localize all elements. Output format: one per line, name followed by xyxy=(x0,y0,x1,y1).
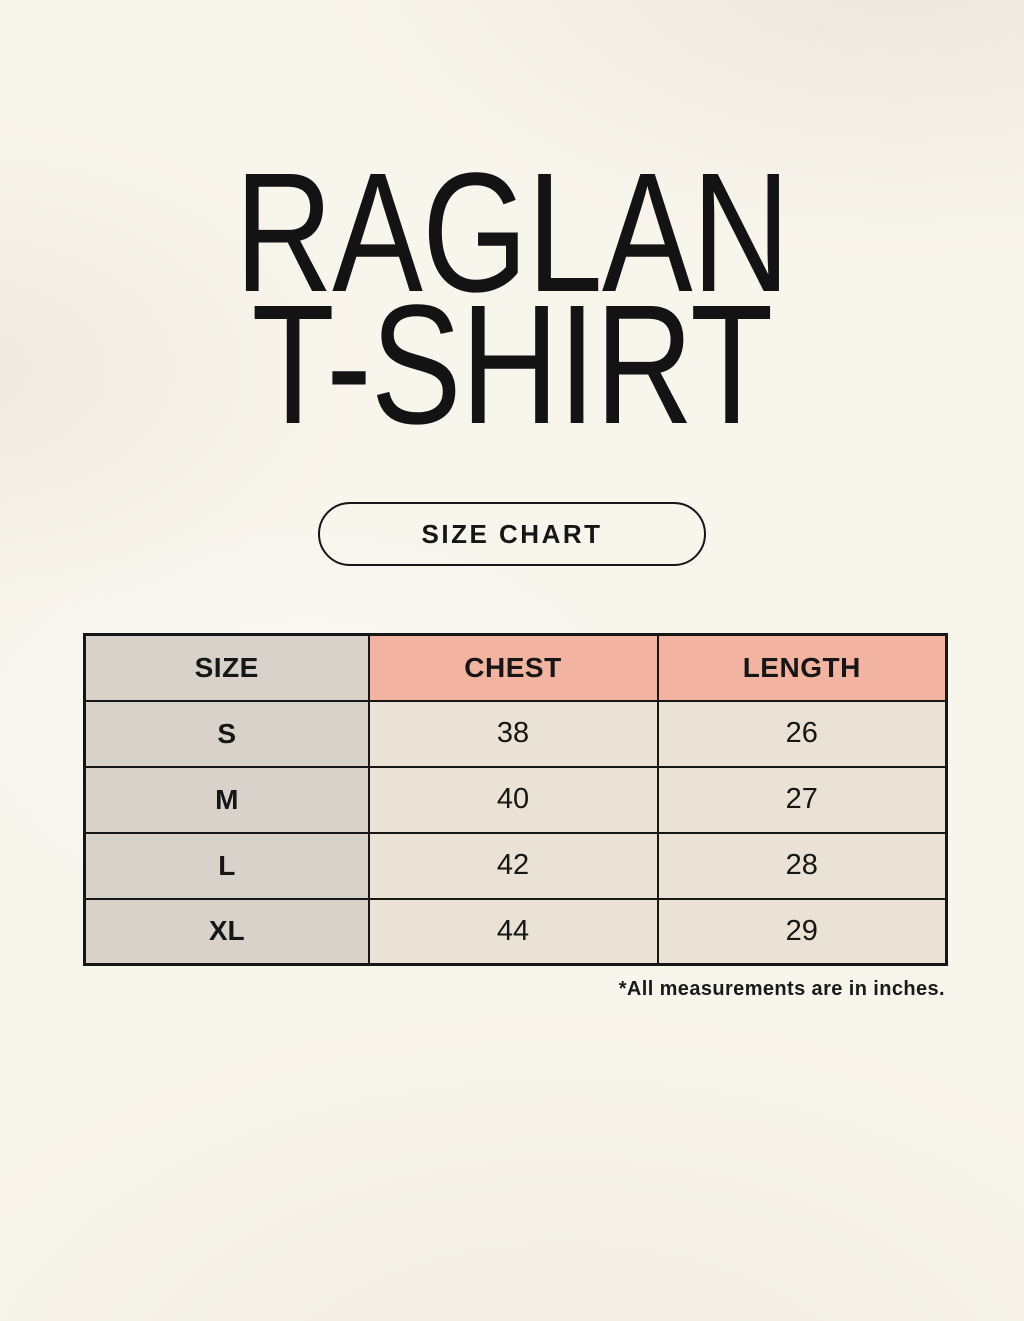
page-title-line-1: RAGLAN xyxy=(234,138,790,328)
size-cell: XL xyxy=(83,897,370,966)
size-cell: M xyxy=(83,765,370,834)
chest-value-cell: 44 xyxy=(367,897,659,966)
header-cell-chest: CHEST xyxy=(367,633,659,702)
table-row: M 40 27 xyxy=(83,765,948,834)
measurements-footnote: *All measurements are in inches. xyxy=(618,978,945,1000)
header-cell-length: LENGTH xyxy=(656,633,948,702)
table-row: L 42 28 xyxy=(83,831,948,900)
length-value-cell: 26 xyxy=(656,699,948,768)
table-row: XL 44 29 xyxy=(83,897,948,966)
size-chart-badge: SIZE CHART xyxy=(318,502,706,566)
chest-value-cell: 40 xyxy=(367,765,659,834)
chest-value-cell: 38 xyxy=(367,699,659,768)
size-cell: S xyxy=(83,699,370,768)
page-title: RAGLAN T-SHIRT xyxy=(102,138,921,460)
length-value-cell: 27 xyxy=(656,765,948,834)
page-title-line-2: T-SHIRT xyxy=(251,270,774,460)
length-value-cell: 28 xyxy=(656,831,948,900)
table-header-row: SIZE CHEST LENGTH xyxy=(83,633,948,702)
header-cell-size: SIZE xyxy=(83,633,370,702)
length-value-cell: 29 xyxy=(656,897,948,966)
table-row: S 38 26 xyxy=(83,699,948,768)
size-cell: L xyxy=(83,831,370,900)
size-chart-badge-label: SIZE CHART xyxy=(421,518,603,549)
chest-value-cell: 42 xyxy=(367,831,659,900)
size-chart-table: SIZE CHEST LENGTH S 38 26 M 40 27 L 42 2… xyxy=(83,633,948,966)
